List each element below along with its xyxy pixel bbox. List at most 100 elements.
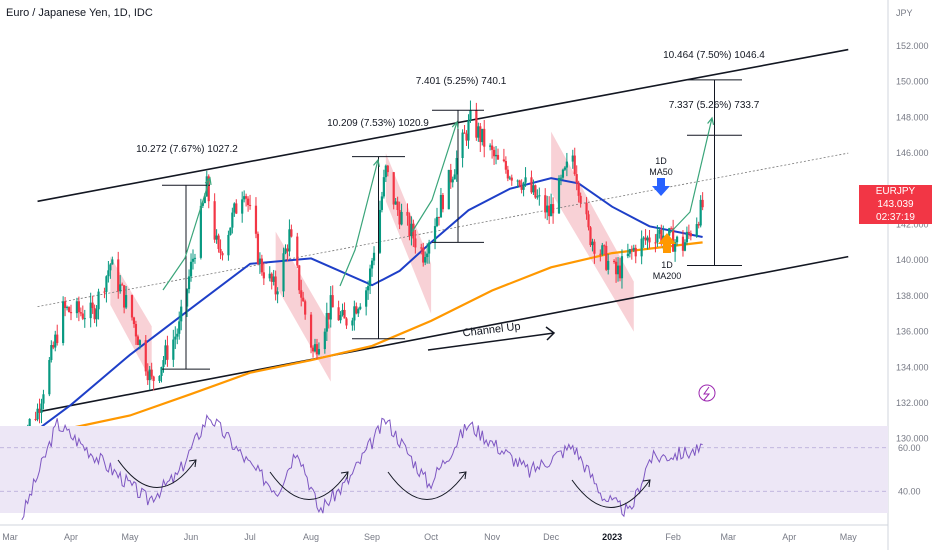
candle-body [632,247,635,251]
price-tick: 146.000 [896,148,929,158]
candle [433,218,437,250]
candle-body [75,301,79,314]
price-tick: 152.000 [896,41,929,51]
candle [520,179,523,194]
candle [577,180,580,203]
candle-body [52,345,55,348]
time-tick: Dec [543,532,560,542]
candle-body [414,238,417,248]
candle [132,316,136,328]
candle-body [489,145,492,147]
candle-body [77,301,80,313]
candle-body [392,172,395,205]
candle-body [262,272,265,279]
candle [626,243,629,259]
candle-body [400,211,403,225]
candle [593,239,596,264]
candle-body [412,223,415,239]
candle-body [660,229,663,242]
candle [378,200,382,254]
candle-body [469,110,472,121]
candle-body [504,161,507,170]
ma50-label-1: 1D [655,156,667,166]
candle-body [97,291,100,310]
chart-title: Euro / Japanese Yen, 1D, IDC [6,7,153,19]
candle [467,114,470,149]
candle-body [282,253,285,292]
candle [357,307,360,317]
candle [410,216,413,246]
candle [463,125,466,134]
candle-body [380,196,384,210]
candle [103,287,106,299]
countdown-tag: 02:37:19 [859,211,932,224]
candle-body [508,177,511,179]
candle [105,275,108,303]
candle-body [612,260,616,262]
candle-body [121,284,124,286]
candle [642,236,645,248]
candle [77,296,80,322]
candle [534,184,537,199]
candle-body [368,268,372,287]
candle-body [258,258,262,264]
candle [603,244,606,255]
candle [437,216,441,226]
time-tick: Nov [484,532,501,542]
candle-body [687,231,690,234]
candle [689,230,692,241]
time-tick: Mar [2,532,18,542]
candle-body [325,312,328,332]
candle-body [502,159,506,162]
projection-2-head [373,158,380,167]
candle [426,243,429,264]
measure-4-label: 7.337 (5.26%) 733.7 [669,100,760,111]
candle-body [111,259,114,265]
candle-body [158,375,161,382]
candle-body [644,237,647,241]
candle-body [95,309,98,320]
rsi-arc-head-4 [642,479,651,488]
candle [601,242,604,256]
candle-body [398,210,401,225]
candle-body [455,158,458,175]
candle-body [284,248,287,254]
candle [296,232,299,269]
projection-3 [411,121,458,233]
candle [300,279,303,307]
candle [304,299,307,320]
projection-4-head [707,116,715,125]
candle-body [241,199,244,214]
candle-body [290,229,293,237]
candle [504,156,507,174]
candle-body [105,276,108,292]
candle-body [483,128,486,147]
price-tick: 138.000 [896,291,929,301]
symbol-tag: EURJPY [859,185,932,198]
candle-body [634,247,637,257]
candle-body [689,233,692,237]
candle [530,170,533,194]
rsi-arc-head-1 [188,459,197,468]
rsi-arc-head-3 [458,471,467,480]
candle-body [28,418,31,428]
candle [117,251,120,299]
candle-body [550,204,553,217]
candle-body [510,177,513,181]
candle-body [63,301,67,309]
candle [109,263,112,279]
candle-body [530,177,533,193]
candle-body [585,202,588,215]
candle [91,295,94,314]
candle-body [327,312,330,320]
candle-body [93,308,96,320]
candle [313,338,317,353]
candle [241,191,244,223]
candle-body [616,265,620,275]
candle-body [56,334,59,344]
correction-zones [110,131,634,382]
price-tick: 136.000 [896,327,929,337]
projection-4 [667,117,713,236]
candle-body [603,245,606,247]
